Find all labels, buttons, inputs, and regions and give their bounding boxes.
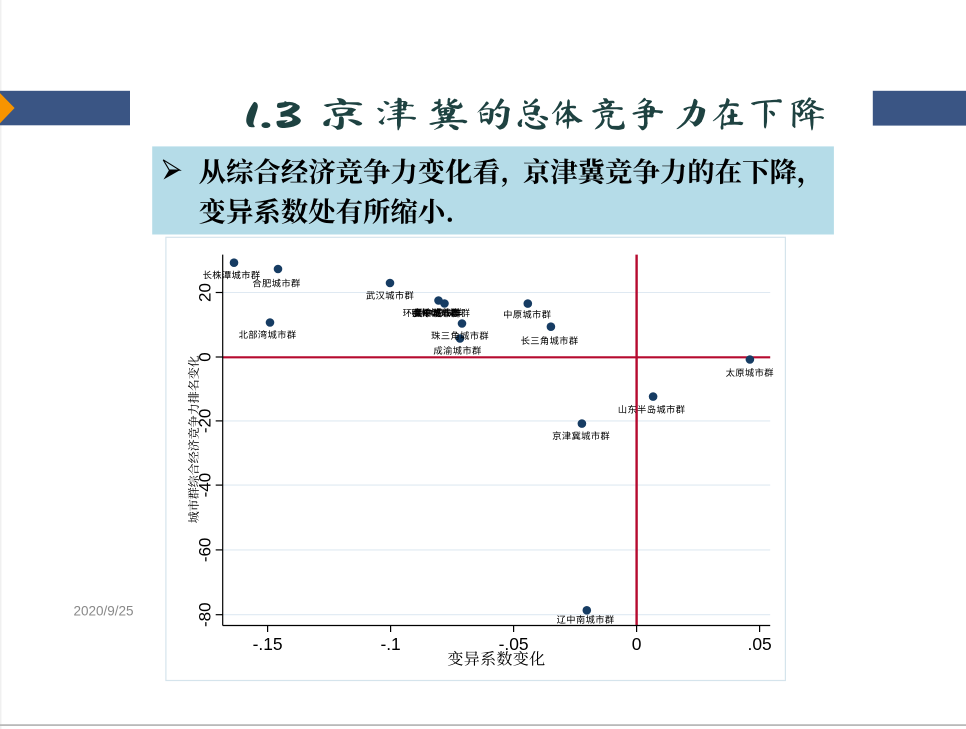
svg-text:20: 20: [196, 283, 215, 302]
svg-text:-20: -20: [196, 409, 215, 434]
svg-text:-60: -60: [196, 538, 215, 563]
svg-text:.05: .05: [748, 634, 772, 654]
svg-text:-.05: -.05: [499, 634, 529, 654]
svg-text:0: 0: [196, 352, 215, 361]
svg-text:-80: -80: [196, 602, 215, 627]
svg-text:-.15: -.15: [253, 634, 283, 654]
svg-text:0: 0: [632, 634, 642, 654]
svg-text:-.1: -.1: [380, 634, 400, 654]
svg-text:2020/9/25: 2020/9/25: [74, 603, 134, 618]
svg-text:-40: -40: [196, 473, 215, 498]
